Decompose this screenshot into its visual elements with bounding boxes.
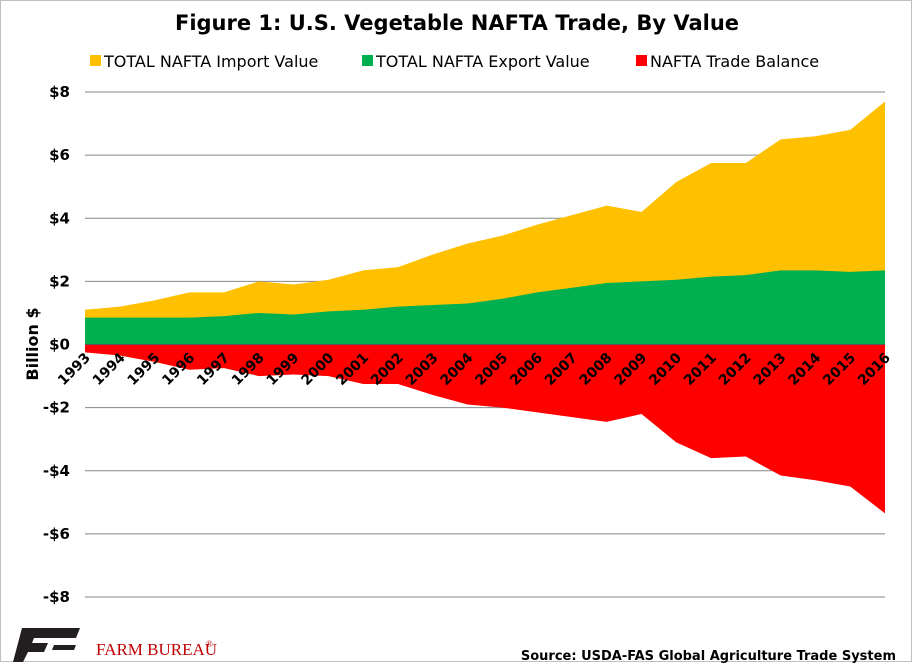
y-tick-label: $4 [49,209,70,227]
legend: TOTAL NAFTA Import Value TOTAL NAFTA Expo… [90,52,819,71]
series-area-3 [85,344,885,514]
y-tick-label: $6 [49,146,70,164]
y-tick-label: -$2 [43,399,70,417]
plot-areas [85,101,885,514]
farm-bureau-logo: FARM BUREAU ® [13,628,217,662]
x-tick-label: 1993 [55,350,94,389]
farm-bureau-logo-icon [13,628,80,662]
x-tick-label: 1994 [90,350,129,389]
legend-swatch [636,55,647,66]
farm-bureau-logo-text: FARM BUREAU [96,640,217,659]
legend-swatch [90,55,101,66]
legend-label: TOTAL NAFTA Import Value [103,52,318,71]
legend-item: TOTAL NAFTA Import Value [90,52,318,71]
legend-item: NAFTA Trade Balance [636,52,819,71]
registered-mark: ® [206,639,213,649]
legend-swatch [362,55,373,66]
y-tick-label: -$6 [43,525,70,543]
y-tick-label: -$8 [43,588,70,606]
y-axis-ticks: $8 $6 $4 $2 $0 -$2 -$4 -$6 -$8 [43,83,70,606]
series-area-2 [85,270,885,345]
y-axis-label: Billion $ [23,307,42,380]
legend-item: TOTAL NAFTA Export Value [362,52,590,71]
y-tick-label: -$4 [43,462,70,480]
legend-label: NAFTA Trade Balance [650,52,819,71]
chart-title: Figure 1: U.S. Vegetable NAFTA Trade, By… [175,11,739,35]
y-tick-label: $0 [49,336,70,354]
legend-label: TOTAL NAFTA Export Value [375,52,590,71]
y-tick-label: $2 [49,272,70,290]
y-tick-label: $8 [49,83,70,101]
source-note: Source: USDA-FAS Global Agriculture Trad… [521,649,896,664]
